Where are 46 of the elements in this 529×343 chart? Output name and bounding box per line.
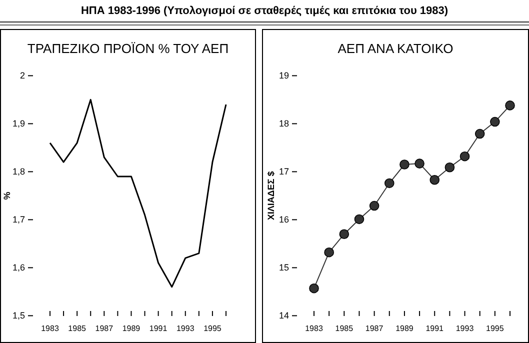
- y-tick-label: 19: [278, 70, 289, 81]
- chart-title: ΤΡΑΠΕΖΙΚΟ ΠΡΟΪΟΝ % ΤΟΥ ΑΕΠ: [27, 41, 229, 56]
- line-series: [49, 98, 227, 288]
- point: [339, 229, 350, 239]
- y-tick-label: 14: [278, 310, 289, 321]
- x-tick-label: 1983: [305, 324, 324, 333]
- x-tick-label: 1993: [456, 324, 474, 333]
- x-tick-label: 1991: [149, 324, 168, 333]
- y-tick-label: 2: [20, 70, 25, 81]
- point: [400, 160, 410, 170]
- x-tick-label: 1991: [426, 324, 444, 333]
- point: [490, 116, 500, 127]
- x-tick-label: 1995: [204, 324, 222, 333]
- x-tick-label: 1989: [396, 324, 414, 333]
- y-tick-label: 18: [278, 118, 289, 129]
- point: [354, 214, 364, 224]
- point: [414, 158, 424, 168]
- point: [430, 174, 440, 185]
- y-tick-label: 17: [278, 166, 289, 177]
- point: [460, 151, 470, 162]
- y-tick-label: 1,5: [12, 310, 25, 321]
- y-tick-label: 1,9: [12, 118, 25, 129]
- x-tick-label: 1985: [335, 324, 354, 333]
- point: [444, 162, 455, 172]
- point: [505, 100, 515, 110]
- point: [369, 200, 380, 211]
- point: [474, 128, 485, 139]
- y-tick-label: 15: [278, 262, 289, 273]
- y-tick-label: 1,8: [12, 166, 25, 177]
- x-tick-label: 1983: [41, 324, 60, 333]
- chart-title: ΑΕΠ ΑΝΑ ΚΑΤΟΙΚΟ: [338, 41, 454, 56]
- point: [324, 247, 334, 258]
- y-tick-label: 16: [278, 214, 289, 225]
- x-tick-label: 1989: [122, 324, 141, 333]
- x-tick-label: 1985: [68, 324, 87, 333]
- y-tick-label: 1,6: [12, 262, 25, 273]
- text: ΗΠΑ 1983-1996 (Υπολογισμοί σε σταθερές τιμές και επιτόκια του 1983): [80, 5, 448, 17]
- point: [309, 283, 319, 294]
- y-axis-title: %: [2, 192, 12, 200]
- y-axis-title: ΧΙΛΙΑΔΕΣ $: [266, 171, 276, 220]
- point: [384, 178, 394, 188]
- x-tick-label: 1987: [365, 324, 384, 333]
- x-tick-label: 1995: [486, 324, 504, 333]
- x-tick-label: 1987: [95, 324, 114, 333]
- x-tick-label: 1993: [176, 324, 195, 333]
- y-tick-label: 1,7: [12, 214, 25, 225]
